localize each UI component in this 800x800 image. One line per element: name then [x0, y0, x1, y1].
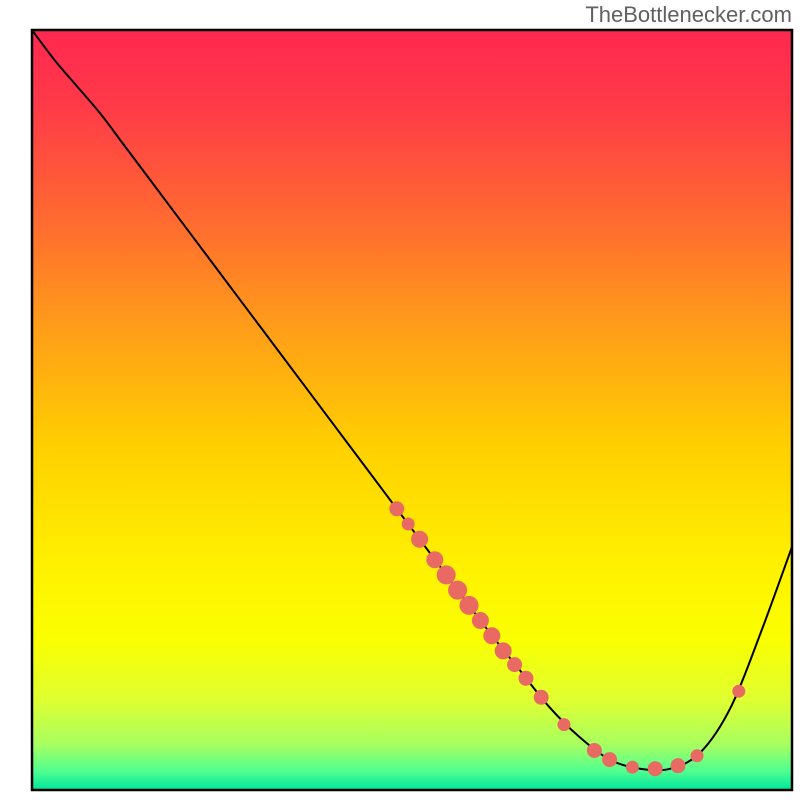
chart-container: TheBottlenecker.com	[0, 0, 800, 800]
data-marker	[519, 671, 533, 685]
data-marker	[558, 719, 570, 731]
data-marker	[648, 762, 662, 776]
data-marker	[427, 552, 443, 568]
data-marker	[508, 658, 522, 672]
data-marker	[534, 690, 548, 704]
data-marker	[402, 518, 414, 530]
chart-svg	[0, 0, 800, 800]
data-marker	[472, 613, 488, 629]
plot-background	[32, 30, 792, 790]
data-marker	[691, 750, 703, 762]
data-marker	[671, 759, 685, 773]
data-marker	[587, 743, 601, 757]
data-marker	[390, 502, 404, 516]
data-marker	[412, 531, 428, 547]
data-marker	[603, 753, 617, 767]
data-marker	[437, 566, 455, 584]
data-marker	[449, 581, 467, 599]
data-marker	[484, 628, 500, 644]
data-marker	[733, 685, 745, 697]
data-marker	[460, 596, 478, 614]
data-marker	[495, 643, 511, 659]
data-marker	[626, 761, 638, 773]
watermark-label: TheBottlenecker.com	[585, 2, 792, 28]
